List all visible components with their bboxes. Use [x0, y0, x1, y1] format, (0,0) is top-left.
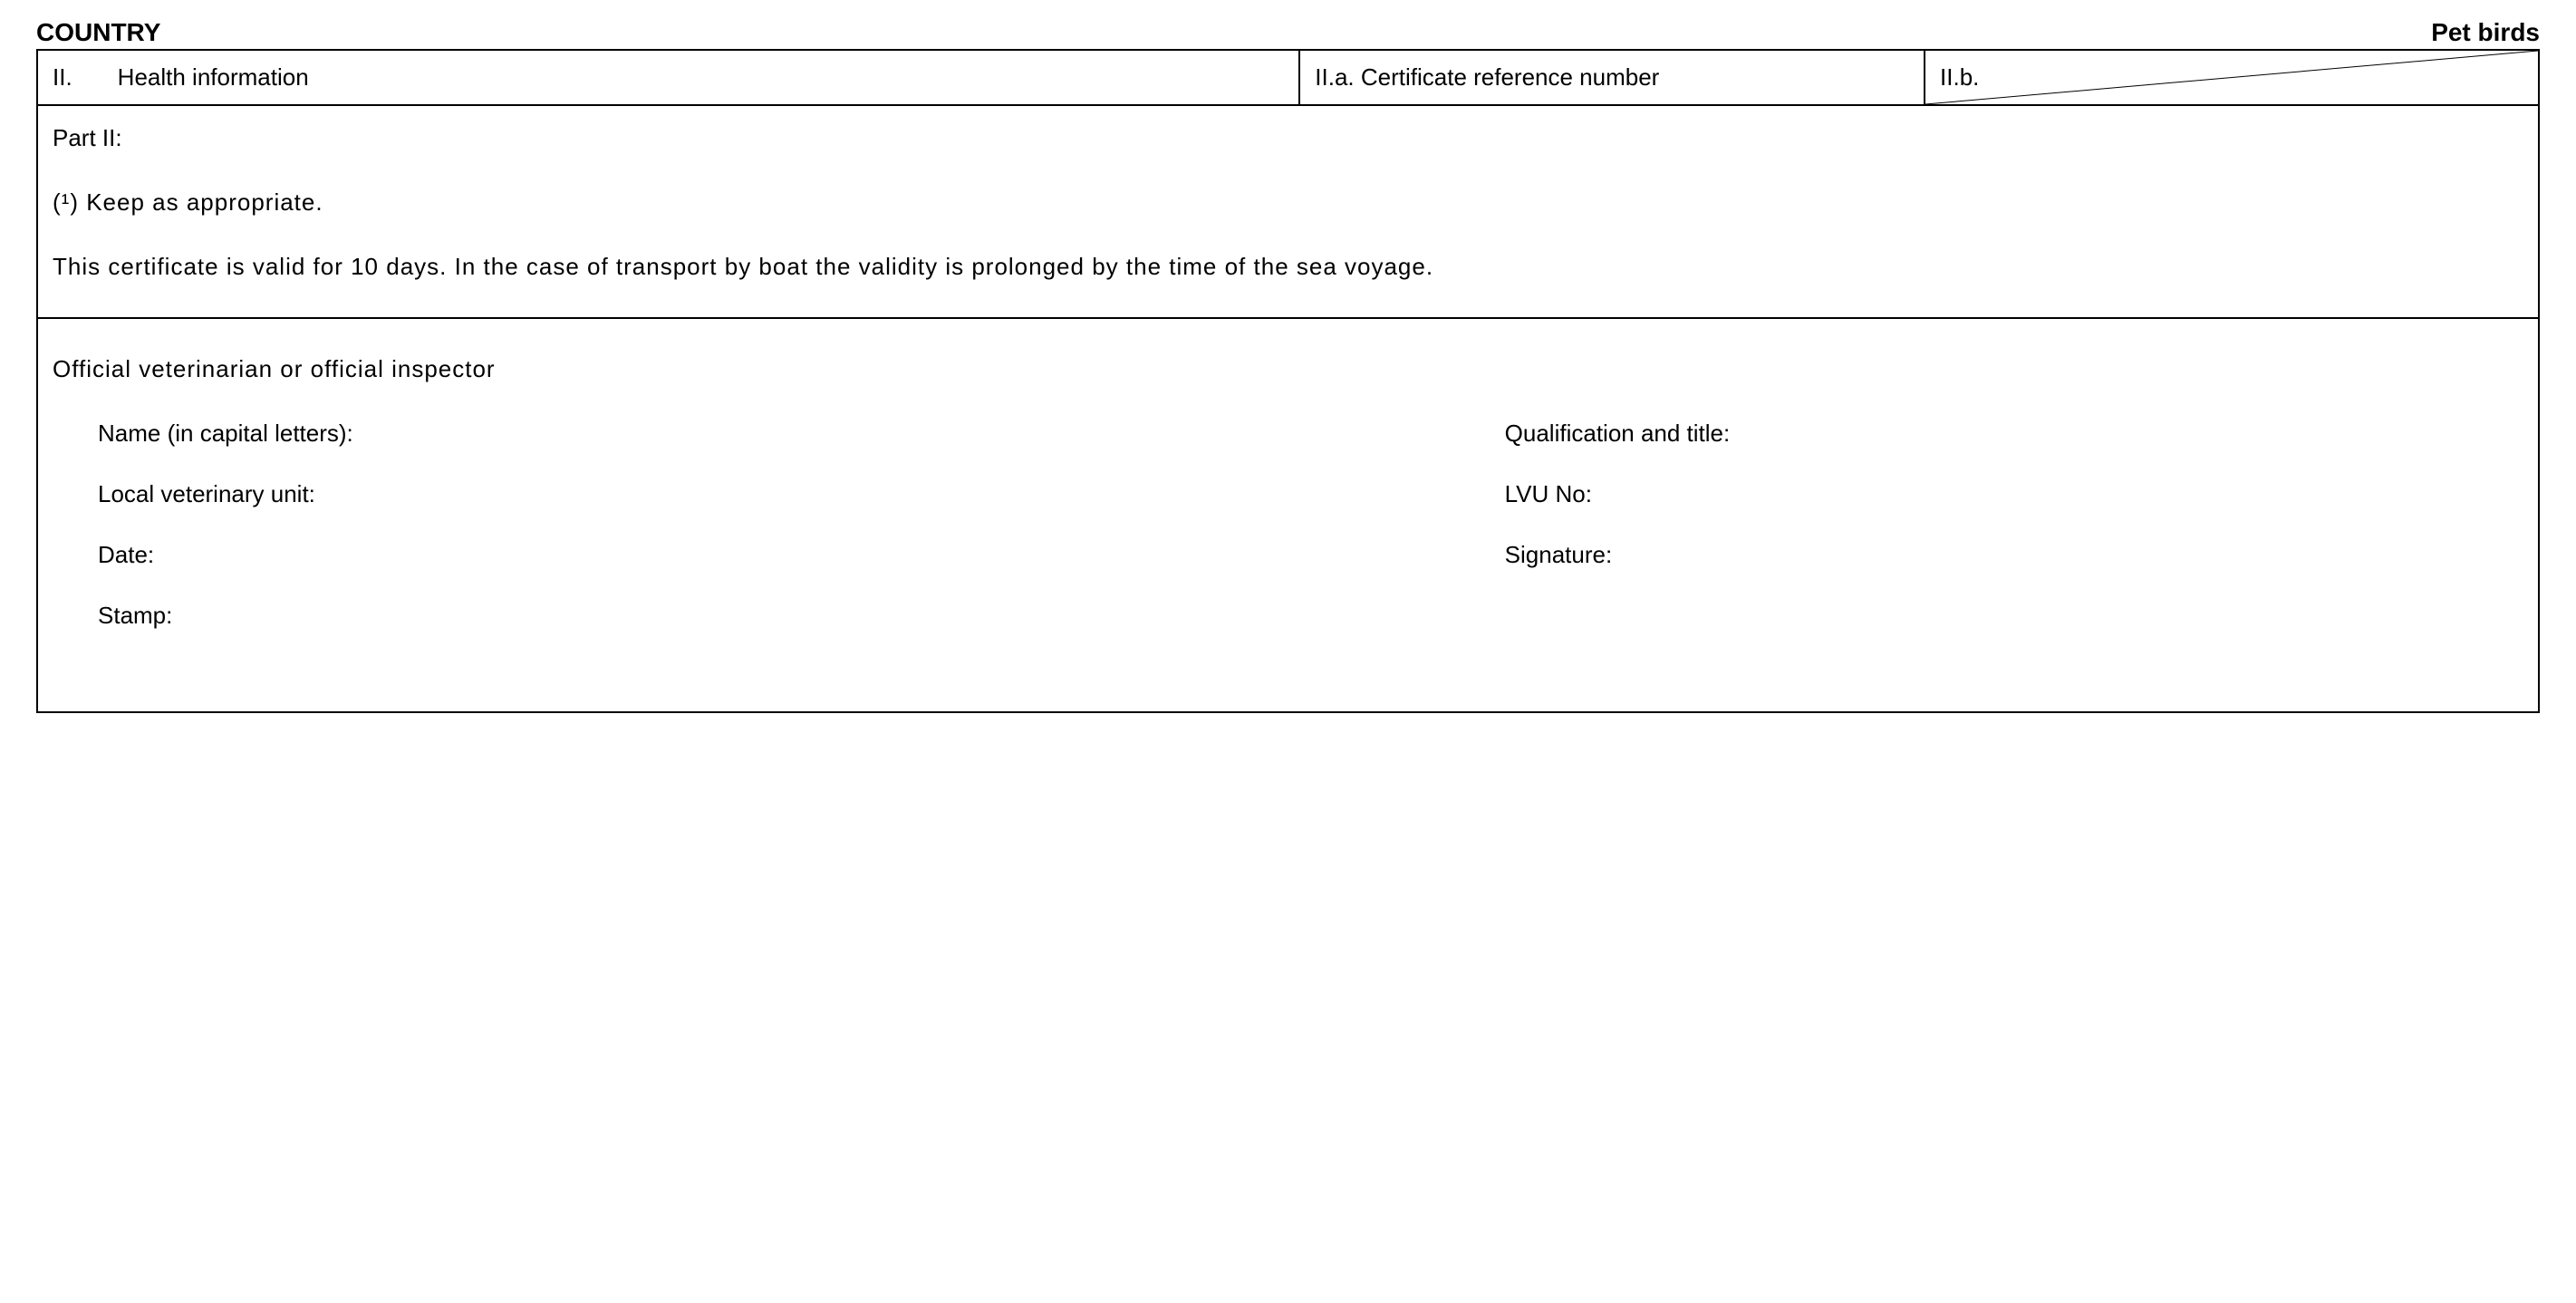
iib-cell: II.b. — [1925, 51, 2538, 104]
section-number: II. — [53, 63, 72, 92]
iib-label: II.b. — [1940, 63, 1979, 91]
diagonal-line-icon — [1925, 51, 2538, 104]
name-qualification-row: Name (in capital letters): Qualification… — [98, 420, 2523, 448]
date-signature-row: Date: Signature: — [98, 541, 2523, 569]
date-label: Date: — [98, 541, 1505, 569]
qualification-label: Qualification and title: — [1505, 420, 2523, 448]
signature-section: Official veterinarian or official inspec… — [38, 317, 2538, 711]
stamp-row: Stamp: — [98, 602, 2523, 630]
vet-title: Official veterinarian or official inspec… — [53, 355, 2523, 383]
cert-ref-label: II.a. Certificate reference number — [1315, 63, 1659, 91]
subject-label: Pet birds — [2431, 18, 2540, 47]
country-label: COUNTRY — [36, 18, 160, 47]
signature-label: Signature: — [1505, 541, 2523, 569]
header-cells-row: II. Health information II.a. Certificate… — [38, 51, 2538, 104]
notes-section: Part II: (¹) Keep as appropriate. This c… — [38, 104, 2538, 317]
health-info-cell: II. Health information — [38, 51, 1300, 104]
empty-field — [1505, 602, 2523, 630]
form-header: COUNTRY Pet birds — [36, 18, 2540, 47]
lvu-row: Local veterinary unit: LVU No: — [98, 480, 2523, 508]
validity-text: This certificate is valid for 10 days. I… — [53, 253, 2523, 281]
certificate-form: II. Health information II.a. Certificate… — [36, 49, 2540, 713]
section-title: Health information — [118, 63, 309, 92]
name-label: Name (in capital letters): — [98, 420, 1505, 448]
cert-ref-cell: II.a. Certificate reference number — [1300, 51, 1925, 104]
lvu-no-label: LVU No: — [1505, 480, 2523, 508]
signature-fields: Name (in capital letters): Qualification… — [53, 420, 2523, 630]
part-label: Part II: — [53, 124, 2523, 152]
footnote-text: (¹) Keep as appropriate. — [53, 188, 2523, 217]
stamp-label: Stamp: — [98, 602, 1505, 630]
lvu-label: Local veterinary unit: — [98, 480, 1505, 508]
